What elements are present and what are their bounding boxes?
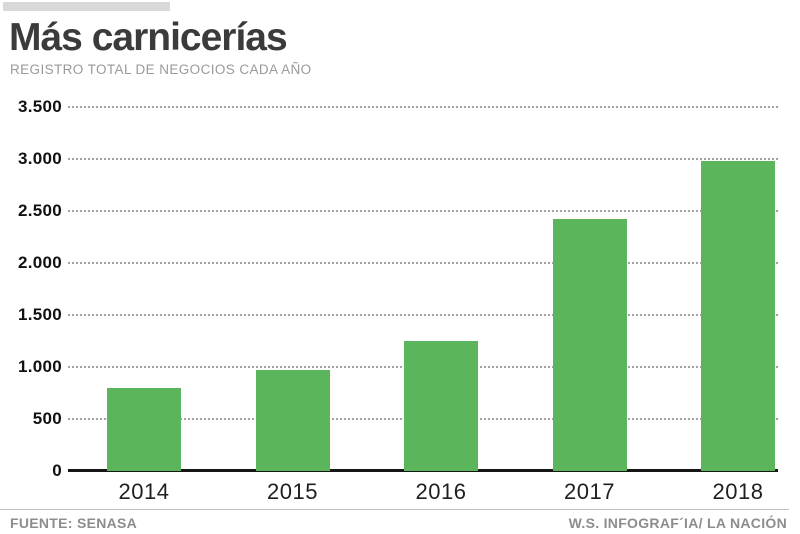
x-axis-label-2016: 2016: [415, 479, 467, 504]
x-axis-label-2018: 2018: [712, 479, 764, 504]
bar-2016: [404, 341, 478, 471]
gridline: [68, 314, 778, 316]
y-axis-tick-label: 3.000: [17, 149, 62, 168]
footer-source: FUENTE: SENASA: [10, 515, 138, 531]
y-axis-tick-label: 1.000: [17, 357, 62, 376]
y-axis-tick-label: 2.000: [17, 253, 62, 272]
chart-title: Más carnicerías: [9, 16, 288, 59]
plot-area: 2014 2015 2016 2017 2018: [68, 106, 778, 504]
y-axis-tick-label: 0: [52, 461, 62, 480]
bar-2018: [701, 161, 775, 471]
bar-2017: [552, 219, 627, 471]
x-axis-label-2014: 2014: [118, 479, 170, 504]
y-axis: 3.500 3.000 2.500 2.000 1.500 1.000 500 0: [0, 97, 62, 480]
footer-credit: W.S. INFOGRAF´IA/ LA NACIÓN: [568, 515, 787, 531]
gridline: [68, 210, 778, 212]
x-axis-label-2017: 2017: [564, 479, 615, 504]
bar-chart: 3.500 3.000 2.500 2.000 1.500 1.000 500 0 2014 2…: [0, 97, 778, 504]
bar-2015: [255, 370, 330, 471]
gridline: [68, 106, 778, 108]
y-axis-tick-label: 2.500: [17, 201, 62, 220]
gridline: [68, 158, 778, 160]
x-axis-label-2015: 2015: [267, 479, 318, 504]
gridline: [68, 262, 778, 264]
y-axis-tick-label: 1.500: [17, 305, 62, 324]
footer-divider: [0, 509, 789, 510]
y-axis-tick-label: 500: [32, 409, 62, 428]
y-axis-tick-label: 3.500: [17, 97, 62, 116]
chart-subtitle: REGISTRO TOTAL DE NEGOCIOS CADA AÑO: [10, 62, 312, 77]
header-accent-bar: [3, 2, 170, 11]
bar-2014: [107, 387, 181, 471]
